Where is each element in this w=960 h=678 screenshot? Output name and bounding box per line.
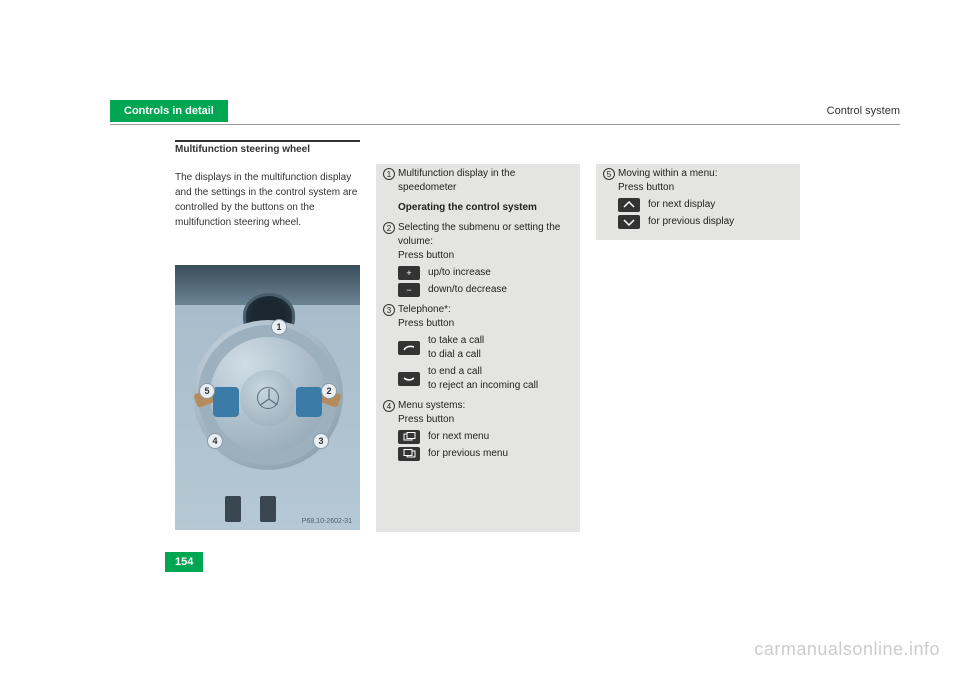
- callout-marker-4: 4: [207, 433, 223, 449]
- icon-label: up/to increase: [428, 266, 491, 280]
- icon-label: to dial a call: [428, 348, 484, 362]
- icon-label: down/to decrease: [428, 283, 507, 297]
- circled-number-4: 4: [383, 400, 395, 412]
- legend-panel-right: 5 Moving within a menu: Press button for…: [596, 164, 800, 240]
- subsection-title: Multifunction steering wheel: [175, 144, 310, 155]
- callout-marker-1: 1: [271, 319, 287, 335]
- icon-label: for next menu: [428, 430, 489, 444]
- menu-next-icon: [398, 430, 420, 444]
- callout-marker-3: 3: [313, 433, 329, 449]
- legend-row: 1 Multifunction display in the speedomet…: [376, 164, 580, 198]
- callout-marker-2: 2: [321, 383, 337, 399]
- menu-prev-icon: [398, 447, 420, 461]
- icon-label: to take a call: [428, 334, 484, 348]
- button-pad-left: [213, 387, 239, 417]
- header-bar: Controls in detail Control system: [110, 100, 900, 125]
- circled-number-5: 5: [603, 168, 615, 180]
- page-number: 154: [165, 552, 203, 572]
- icon-label: for previous display: [648, 215, 734, 229]
- subsection-heading: Multifunction steering wheel: [175, 140, 360, 155]
- legend-text: Selecting the submenu or setting the vol…: [398, 221, 574, 249]
- callout-marker-5: 5: [199, 383, 215, 399]
- pedal-left: [225, 496, 241, 522]
- legend-heading: Operating the control system: [398, 201, 574, 215]
- legend-row: 4 Menu systems: Press button for next me…: [376, 396, 580, 464]
- down-arrow-icon: [618, 215, 640, 229]
- legend-text: Press button: [398, 413, 574, 427]
- section-title: Control system: [827, 105, 900, 117]
- legend-text: Moving within a menu:: [618, 167, 794, 181]
- pedal-right: [260, 496, 276, 522]
- plus-button-icon: +: [398, 266, 420, 280]
- legend-row: Operating the control system: [376, 198, 580, 218]
- brand-logo-icon: [257, 387, 279, 409]
- icon-label: to reject an incoming call: [428, 379, 538, 393]
- legend-text: Menu systems:: [398, 399, 574, 413]
- legend-row: 3 Telephone*: Press button to take a cal…: [376, 300, 580, 396]
- minus-button-icon: −: [398, 283, 420, 297]
- circled-number-2: 2: [383, 222, 395, 234]
- legend-text: Press button: [398, 249, 574, 263]
- wheel-hub: [240, 370, 296, 426]
- image-caption: P68.10-2602-31: [302, 518, 352, 525]
- phone-take-icon: [398, 341, 420, 355]
- legend-row: 2 Selecting the submenu or setting the v…: [376, 218, 580, 300]
- steering-wheel-illustration: 1 2 3 4 5 P68.10-2602-31: [175, 265, 360, 530]
- phone-end-icon: [398, 372, 420, 386]
- legend-text: Press button: [618, 181, 794, 195]
- icon-label: for next display: [648, 198, 715, 212]
- legend-row: 5 Moving within a menu: Press button for…: [596, 164, 800, 232]
- circled-number-1: 1: [383, 168, 395, 180]
- legend-text: Multifunction display in the speedometer: [398, 167, 574, 195]
- watermark: carmanualsonline.info: [754, 639, 940, 660]
- circled-number-3: 3: [383, 304, 395, 316]
- chapter-tab: Controls in detail: [110, 100, 228, 122]
- legend-text: Press button: [398, 317, 574, 331]
- up-arrow-icon: [618, 198, 640, 212]
- icon-label: to end a call: [428, 365, 538, 379]
- subsection-description: The displays in the multifunction displa…: [175, 170, 360, 230]
- legend-text: Telephone*:: [398, 303, 574, 317]
- button-pad-right: [296, 387, 322, 417]
- icon-label: for previous menu: [428, 447, 508, 461]
- legend-panel-left: 1 Multifunction display in the speedomet…: [376, 164, 580, 532]
